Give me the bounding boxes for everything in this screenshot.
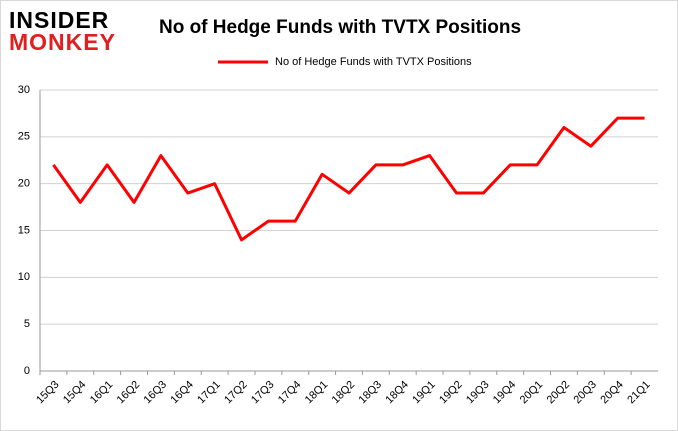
y-tick-label: 15 [18, 224, 30, 236]
legend-label: No of Hedge Funds with TVTX Positions [275, 56, 472, 68]
logo-line2: MONKEY [9, 29, 116, 55]
y-tick-label: 0 [24, 365, 30, 377]
logo-line1: INSIDER [9, 7, 109, 33]
y-tick-label: 20 [18, 178, 30, 190]
y-tick-label: 5 [24, 318, 30, 330]
chart-title: No of Hedge Funds with TVTX Positions [159, 17, 521, 38]
y-tick-label: 10 [18, 271, 30, 283]
y-tick-label: 25 [18, 131, 30, 143]
data-line [52, 116, 645, 242]
y-tick-label: 30 [18, 84, 30, 96]
